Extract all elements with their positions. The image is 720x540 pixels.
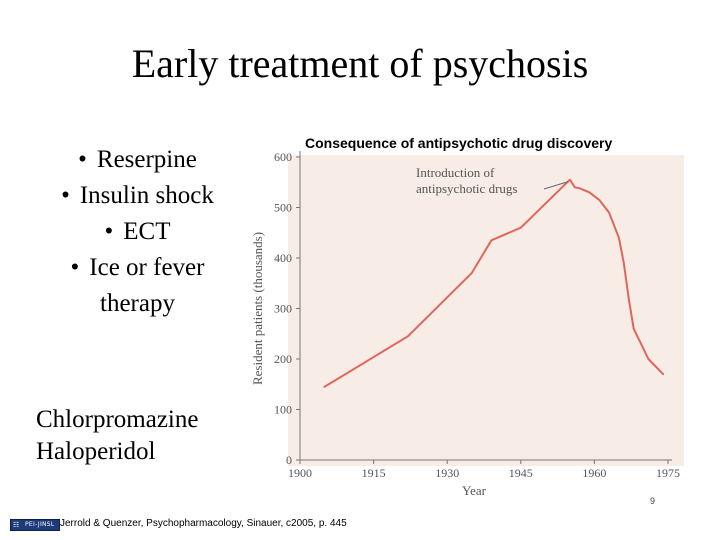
publisher-logo: ☷ PEI-JINSL: [10, 519, 60, 531]
bullet-item: Insulin shock: [30, 178, 245, 214]
citation: Jerrold & Quenzer, Psychopharmacology, S…: [60, 518, 347, 529]
x-tick-label: 1945: [509, 466, 533, 480]
annotation-line: Introduction of: [416, 165, 495, 180]
y-axis-label: Resident patients (thousands): [250, 232, 265, 385]
drug-name: Chlorpromazine: [36, 406, 199, 433]
x-tick-label: 1960: [582, 466, 606, 480]
annotation-line: antipsychotic drugs: [416, 181, 517, 196]
y-tick-label: 0: [286, 453, 292, 467]
page-title: Early treatment of psychosis: [131, 41, 589, 86]
bullet-item: Reserpine: [30, 142, 245, 178]
y-tick-label: 100: [274, 403, 292, 417]
y-tick-label: 500: [274, 201, 292, 215]
x-axis-label: Year: [462, 483, 487, 498]
plot-background: [288, 155, 684, 466]
logo-mark-icon: ☷: [13, 521, 20, 529]
slide-number: 9: [650, 496, 656, 506]
series-line: [323, 178, 665, 388]
x-tick-label: 1975: [656, 466, 680, 480]
bullet-item: ECT: [30, 214, 245, 250]
bullet-item: Ice or fever therapy: [30, 250, 245, 322]
logo-text: PEI-JINSL: [25, 521, 55, 528]
y-tick-label: 200: [274, 352, 292, 366]
annotation-leader: [543, 181, 569, 190]
drug-name: Haloperidol: [36, 438, 156, 465]
y-tick-label: 400: [274, 251, 292, 265]
x-tick-label: 1930: [435, 466, 459, 480]
y-tick-label: 600: [274, 150, 292, 164]
x-tick-label: 1900: [288, 466, 312, 480]
annotation-label: Introduction of antipsychotic drugs: [416, 165, 517, 196]
y-tick-label: 300: [274, 302, 292, 316]
chart-title: Consequence of antipsychotic drug discov…: [305, 135, 613, 151]
x-tick-label: 1915: [362, 466, 386, 480]
bullet-list: Reserpine Insulin shock ECT Ice or fever…: [30, 142, 245, 322]
